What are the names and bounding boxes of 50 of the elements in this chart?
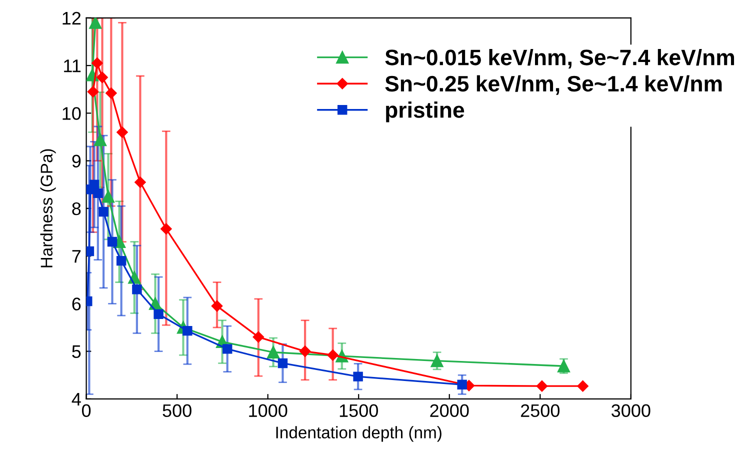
point bbox=[132, 284, 142, 294]
point bbox=[299, 346, 311, 357]
y-tick-label: 6 bbox=[72, 298, 81, 310]
point bbox=[430, 354, 444, 368]
point bbox=[86, 246, 94, 256]
point bbox=[92, 58, 103, 69]
x-tick-label: 2000 bbox=[430, 404, 469, 418]
point bbox=[211, 300, 223, 312]
point bbox=[160, 223, 172, 235]
point bbox=[94, 134, 107, 146]
point bbox=[353, 372, 363, 382]
point bbox=[278, 358, 288, 368]
legend-label: pristine bbox=[386, 102, 464, 122]
point bbox=[536, 380, 548, 392]
x-tick-label: 0 bbox=[82, 404, 91, 418]
point bbox=[222, 344, 232, 354]
point bbox=[87, 86, 99, 98]
y-tick-label: 5 bbox=[72, 345, 81, 358]
x-axis-title: Indentation depth (nm) bbox=[276, 426, 442, 442]
legend-label: Sn~0.015 keV/nm, Se~7.4 keV/nm bbox=[385, 49, 734, 69]
point bbox=[267, 346, 280, 359]
point bbox=[106, 88, 117, 99]
x-tick-label: 2500 bbox=[520, 404, 560, 418]
point bbox=[154, 309, 164, 320]
y-axis-title: Hardness (GPa) bbox=[40, 149, 56, 268]
point bbox=[457, 380, 467, 390]
y-tick-label: 8 bbox=[72, 202, 81, 216]
legend-label: Sn~0.25 keV/nm, Se~1.4 keV/nm bbox=[385, 75, 722, 95]
y-tick-label: 10 bbox=[62, 107, 81, 120]
point bbox=[116, 126, 128, 138]
point bbox=[116, 256, 126, 266]
y-tick-label: 11 bbox=[64, 60, 81, 72]
point bbox=[89, 180, 100, 190]
y-tick-label: 9 bbox=[72, 154, 81, 168]
point bbox=[102, 190, 115, 203]
x-tick-label: 3000 bbox=[612, 404, 650, 418]
point bbox=[107, 236, 118, 247]
x-tick-label: 500 bbox=[162, 404, 192, 418]
x-tick-label: 1000 bbox=[249, 404, 288, 418]
x-tick-label: 1500 bbox=[340, 404, 378, 418]
point bbox=[182, 326, 192, 336]
point bbox=[93, 188, 103, 198]
y-tick-label: 4 bbox=[72, 393, 81, 406]
y-tick-label: 7 bbox=[72, 250, 81, 263]
point bbox=[252, 331, 264, 343]
y-tick-label: 12 bbox=[62, 12, 81, 24]
point bbox=[327, 350, 338, 361]
point bbox=[577, 380, 588, 392]
point bbox=[96, 72, 108, 84]
point bbox=[134, 176, 146, 188]
